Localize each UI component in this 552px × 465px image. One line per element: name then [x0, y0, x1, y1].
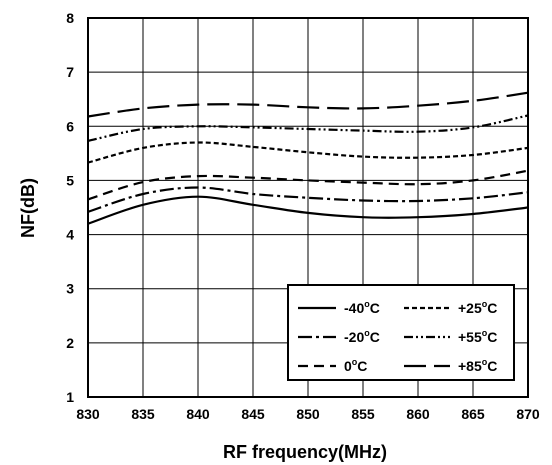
x-tick-label: 845 [241, 406, 265, 422]
series-line [87, 169, 529, 201]
y-tick-label: 8 [66, 10, 74, 26]
legend-label: +55oC [458, 328, 497, 345]
x-tick-label: 840 [186, 406, 210, 422]
y-tick-label: 1 [66, 389, 74, 405]
legend-label: -20oC [344, 328, 380, 345]
series-line [87, 114, 529, 142]
y-tick-label: 2 [66, 335, 74, 351]
x-tick-label: 870 [516, 406, 540, 422]
x-tick-label: 865 [461, 406, 485, 422]
x-tick-label: 830 [76, 406, 100, 422]
y-axis-title: NF(dB) [18, 178, 38, 238]
y-tick-label: 4 [66, 227, 74, 243]
x-axis-title: RF frequency(MHz) [223, 442, 387, 462]
y-tick-label: 6 [66, 118, 74, 134]
tick-labels: 830 835 840 845 850 855 860 865 870 1 2 3 4 5 6 7 8 [66, 10, 540, 422]
legend-label: 0oC [344, 357, 367, 374]
x-tick-label: 855 [351, 406, 375, 422]
x-tick-label: 835 [131, 406, 155, 422]
legend-label: -40oC [344, 299, 380, 316]
legend: -40oC -20oC 0oC +25oC +55oC +85oC [287, 284, 515, 381]
plot-frame [87, 17, 529, 398]
series-line [87, 91, 529, 118]
legend-box [287, 284, 515, 381]
legend-label: +85oC [458, 357, 497, 374]
series-line [87, 141, 529, 164]
series-lines [87, 91, 529, 225]
y-tick-label: 5 [66, 172, 74, 188]
legend-label: +25oC [458, 299, 497, 316]
y-tick-label: 7 [66, 64, 74, 80]
x-tick-label: 850 [296, 406, 320, 422]
series-line [87, 195, 529, 225]
y-tick-label: 3 [66, 281, 74, 297]
x-tick-label: 860 [406, 406, 430, 422]
